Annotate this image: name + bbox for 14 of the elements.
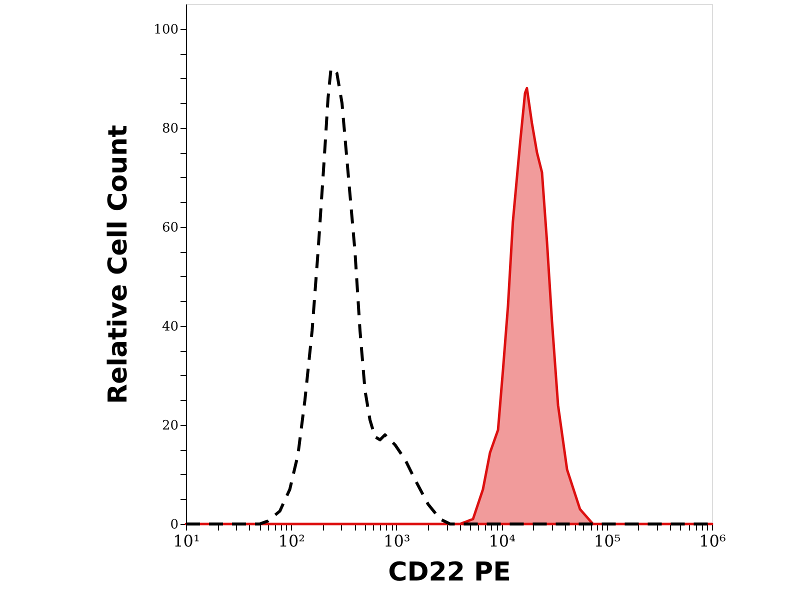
y-axis-title: Relative Cell Count (104, 124, 134, 404)
x-tick-label: 10² (278, 532, 306, 550)
y-tick-label: 0 (170, 518, 178, 532)
x-tick-label: 10³ (384, 532, 410, 550)
x-tick-label: 10¹ (173, 532, 200, 550)
y-tick-label: 20 (162, 418, 178, 434)
y-tick-label: 100 (154, 22, 178, 38)
x-tick-label: 10⁴ (488, 532, 516, 550)
x-tick-label: 10⁶ (699, 532, 726, 550)
y-tick-label: 60 (162, 220, 178, 236)
x-tick-label: 10⁵ (594, 532, 621, 550)
y-tick-label: 80 (162, 121, 178, 136)
x-axis-title: CD22 PE (388, 558, 511, 588)
y-tick-label: 40 (162, 319, 178, 334)
